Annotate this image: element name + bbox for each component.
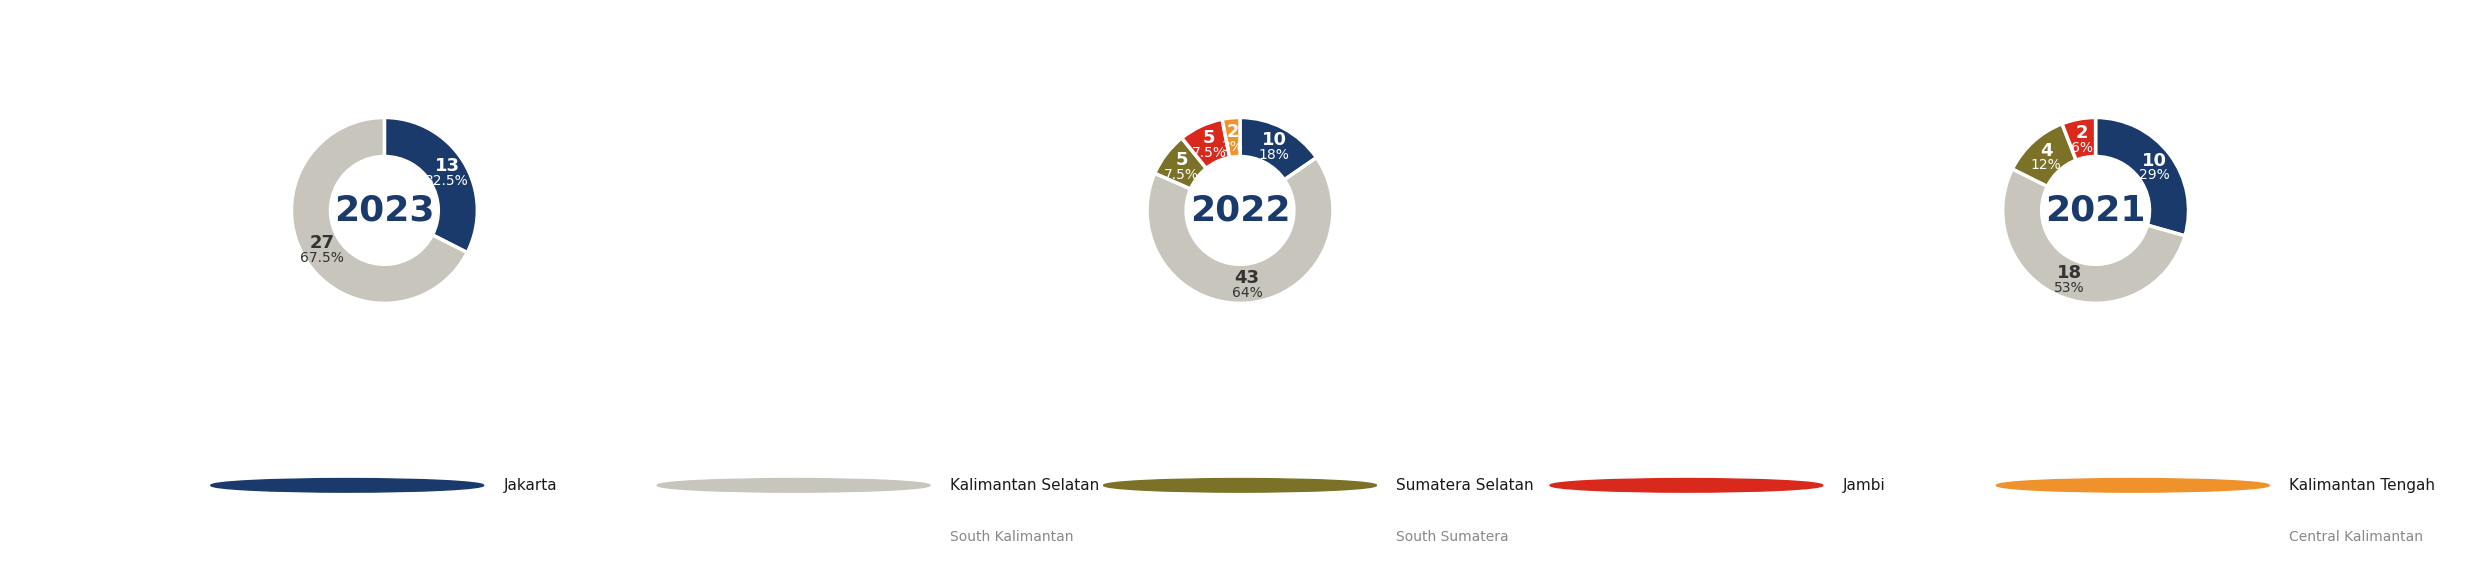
Text: 27: 27 xyxy=(310,234,335,252)
Circle shape xyxy=(2041,156,2150,264)
Wedge shape xyxy=(1223,117,1240,157)
Text: 29%: 29% xyxy=(2138,169,2170,183)
Wedge shape xyxy=(2096,117,2187,236)
Circle shape xyxy=(330,156,439,264)
Text: 64%: 64% xyxy=(1233,286,1262,300)
Text: 2022: 2022 xyxy=(1190,193,1290,228)
Circle shape xyxy=(211,479,484,492)
Wedge shape xyxy=(2061,117,2096,160)
Text: Jambi: Jambi xyxy=(1843,478,1885,493)
Text: 3%: 3% xyxy=(1223,139,1245,153)
Circle shape xyxy=(1185,156,1295,264)
Text: 2: 2 xyxy=(2076,124,2088,142)
Circle shape xyxy=(1996,479,2269,492)
Wedge shape xyxy=(1148,157,1332,303)
Wedge shape xyxy=(384,117,476,252)
Text: Sumatera Selatan: Sumatera Selatan xyxy=(1396,478,1533,493)
Text: 7.5%: 7.5% xyxy=(1163,168,1200,182)
Wedge shape xyxy=(1183,119,1230,169)
Text: 32.5%: 32.5% xyxy=(424,174,469,188)
Text: 2: 2 xyxy=(1228,123,1240,140)
Circle shape xyxy=(657,479,930,492)
Text: 6%: 6% xyxy=(2071,140,2093,155)
Circle shape xyxy=(1550,479,1823,492)
Text: 18: 18 xyxy=(2056,264,2081,282)
Text: 67.5%: 67.5% xyxy=(300,251,345,265)
Text: South Sumatera: South Sumatera xyxy=(1396,531,1508,544)
Text: 10: 10 xyxy=(2143,152,2168,170)
Text: 13: 13 xyxy=(434,157,459,175)
Text: 18%: 18% xyxy=(1260,148,1290,162)
Text: 4: 4 xyxy=(2041,142,2053,160)
Text: Jakarta: Jakarta xyxy=(503,478,558,493)
Text: 10: 10 xyxy=(1262,131,1287,149)
Wedge shape xyxy=(2011,124,2076,187)
Text: Central Kalimantan: Central Kalimantan xyxy=(2289,531,2423,544)
Wedge shape xyxy=(293,117,466,303)
Wedge shape xyxy=(2004,169,2185,303)
Wedge shape xyxy=(1156,138,1205,189)
Text: South Kalimantan: South Kalimantan xyxy=(950,531,1074,544)
Text: Kalimantan Tengah: Kalimantan Tengah xyxy=(2289,478,2435,493)
Text: 53%: 53% xyxy=(2053,281,2083,295)
Text: 7.5%: 7.5% xyxy=(1190,146,1228,160)
Wedge shape xyxy=(1240,117,1317,180)
Text: 43: 43 xyxy=(1235,269,1260,287)
Text: 5: 5 xyxy=(1203,129,1215,147)
Text: 5: 5 xyxy=(1176,151,1188,169)
Text: 2023: 2023 xyxy=(335,193,434,228)
Text: 12%: 12% xyxy=(2031,158,2061,173)
Text: Kalimantan Selatan: Kalimantan Selatan xyxy=(950,478,1099,493)
Circle shape xyxy=(1104,479,1376,492)
Text: 2021: 2021 xyxy=(2046,193,2145,228)
